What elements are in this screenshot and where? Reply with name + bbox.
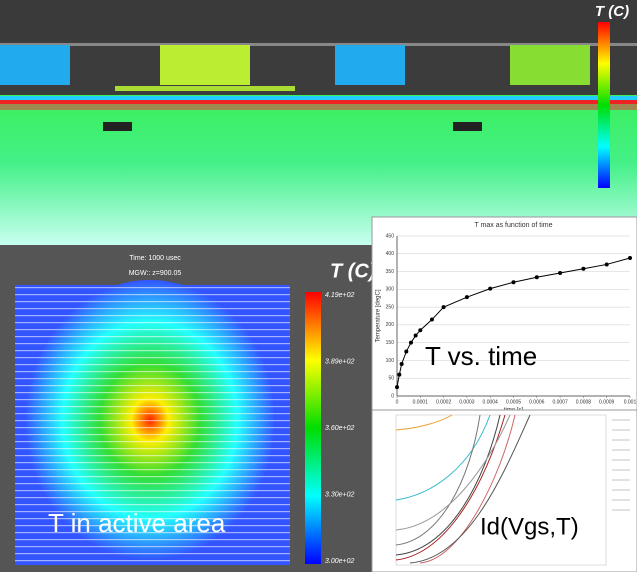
point [413,333,418,338]
point [399,362,404,366]
point [581,266,586,271]
point [418,328,423,333]
x-tick-label: 0.0004 [483,399,499,405]
colorbar-title: T (C) [330,260,376,282]
caption: T in active area [48,508,226,538]
x-tick-label: 0 [396,399,399,405]
caption: Id(Vgs,T) [480,513,579,540]
point [404,349,409,354]
x-tick-label: 0.0006 [529,399,545,405]
caption: T vs. time [425,341,537,371]
y-tick-label: 400 [386,251,395,257]
point [464,295,469,300]
point [397,372,402,377]
x-tick-label: 0.0009 [599,399,615,405]
colorbar-label: 3.60e+02 [325,425,354,432]
x-tick-label: 0.001 [624,399,637,405]
colorbar-label: 3.30e+02 [325,491,354,498]
point [488,286,493,291]
point [395,385,399,390]
chart-title: T max as function of time [474,222,552,229]
colorbar-title: T (C) [595,3,629,20]
x-tick-label: 0.0007 [552,399,568,405]
colorbar-label: 3.89e+02 [325,358,354,365]
point [534,275,539,280]
point [511,280,516,285]
point [604,262,609,267]
x-tick-label: 0.0001 [413,399,429,405]
y-tick-label: 200 [386,322,395,328]
x-tick-label: 0.0008 [576,399,592,405]
y-tick-label: 0 [391,393,394,399]
colorbar-label: 4.19e+02 [325,292,354,299]
y-axis-label: Temperature [degC] [376,289,382,342]
cross-section: T (C) [0,0,637,245]
plane-label: MGW:: z=900.05 [129,270,182,277]
colorbar-label: 3.00e+02 [325,558,354,565]
point [429,317,434,322]
x-tick-label: 0.0005 [506,399,522,405]
line-chart: T max as function of timetime [s]Tempera… [371,216,637,414]
y-tick-label: 50 [388,376,394,382]
id-chart: Id(Vgs,T) [371,409,637,572]
y-tick-label: 150 [386,340,395,346]
x-tick-label: 0.0003 [459,399,475,405]
point [628,256,632,261]
time-label: Time: 1000 usec [129,255,181,262]
active-area-panel: Time: 1000 usec MGW:: z=900.05 T (C) T i… [0,245,376,572]
y-tick-label: 100 [386,358,395,364]
y-tick-label: 300 [386,287,395,293]
point [558,270,563,275]
y-tick-label: 250 [386,304,395,310]
point [408,340,413,345]
point [441,305,446,310]
x-tick-label: 0.0002 [436,399,452,405]
y-tick-label: 350 [386,269,395,275]
y-tick-label: 450 [386,233,395,239]
